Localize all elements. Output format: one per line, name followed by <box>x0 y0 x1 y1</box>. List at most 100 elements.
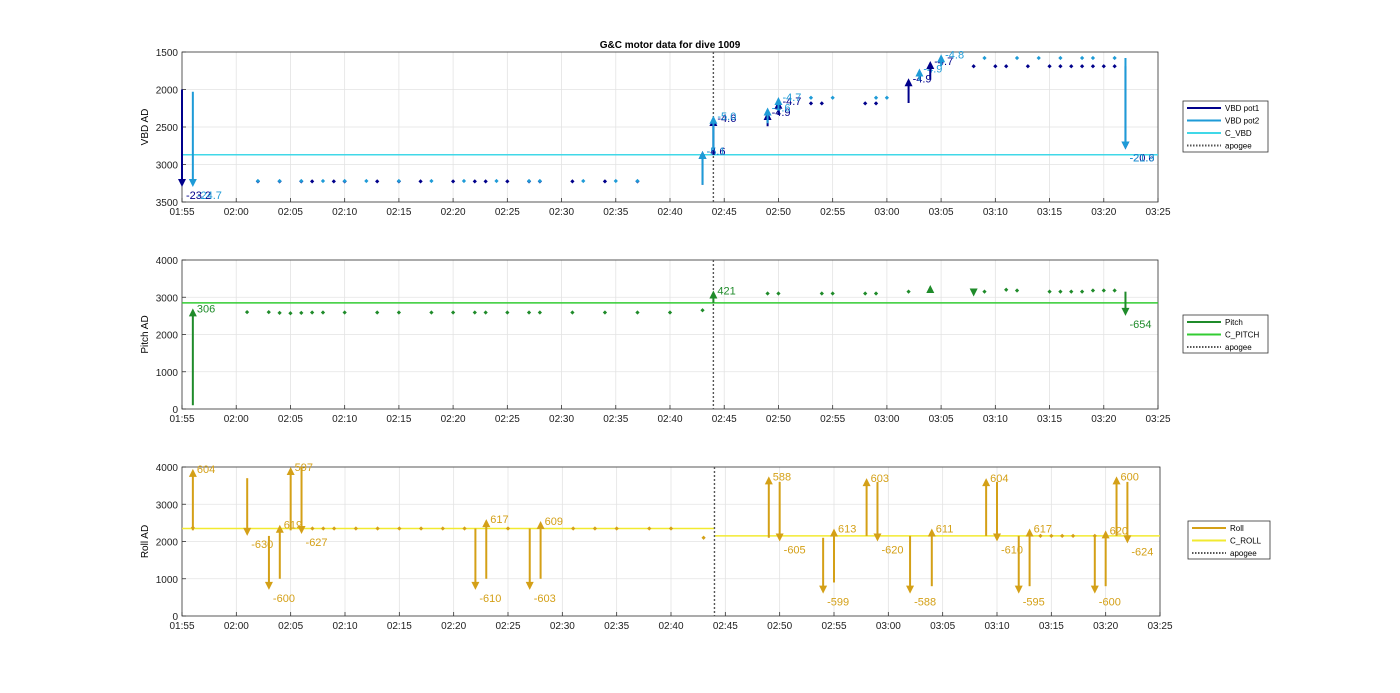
arrow-head <box>275 524 284 533</box>
x-tick-label: 02:40 <box>658 621 683 632</box>
data-point-roll <box>668 526 674 531</box>
arrow-label: -600 <box>273 593 295 605</box>
data-point-roll <box>1038 533 1043 539</box>
x-tick-label: 02:20 <box>441 621 466 632</box>
axes-frame <box>181 259 1159 410</box>
arrow-head <box>264 581 273 590</box>
arrow-head <box>819 585 828 594</box>
y-tick-label: 4000 <box>156 463 179 474</box>
data-point-roll <box>321 526 326 531</box>
data-point-roll <box>1049 533 1054 539</box>
data-point-vbd-pot1 <box>331 179 336 184</box>
x-tick-label: 03:15 <box>1039 621 1064 632</box>
data-point-roll <box>505 526 511 531</box>
arrow-label: -610 <box>1001 545 1023 557</box>
x-tick-label: 03:25 <box>1147 621 1172 632</box>
x-tick-label: 02:50 <box>766 414 791 425</box>
data-point-vbd-pot1 <box>310 179 315 184</box>
arrow-label: 611 <box>936 523 954 535</box>
arrow-head <box>698 151 707 159</box>
data-point-pitch <box>776 291 781 296</box>
panel-3: 01:55 02:00 02:05 02:10 02:15 02:20 02:25 02:30… <box>140 462 1271 632</box>
x-tick-label: 02:25 <box>495 207 520 218</box>
arrow-label: -605 <box>784 545 806 557</box>
arrow-label: 620 <box>1110 525 1128 537</box>
x-tick-label: 02:45 <box>713 621 738 632</box>
arrow-label: -595 <box>1023 597 1045 609</box>
x-tick-label: 02:05 <box>278 207 303 218</box>
data-point-pitch <box>537 310 542 315</box>
arrow-head <box>1112 476 1121 485</box>
data-point-roll <box>332 526 337 531</box>
data-point-vbd-pot2 <box>396 178 402 184</box>
data-point-vbd-pot1 <box>375 179 380 184</box>
data-point-roll <box>701 535 706 540</box>
x-tick-label: 02:15 <box>387 621 412 632</box>
data-point-pitch <box>483 310 488 315</box>
x-tick-label: 02:00 <box>224 207 249 218</box>
arrow-head <box>188 308 197 317</box>
arrow-head <box>873 533 882 542</box>
arrow-label: -630 <box>251 539 273 551</box>
data-point-vbd-pot1 <box>570 179 575 184</box>
arrow-label: -23.2 <box>186 190 211 202</box>
data-point-vbd-pot2 <box>494 178 499 184</box>
arrow-label: 604 <box>197 464 215 476</box>
legend-label: C_ROLL <box>1230 537 1262 546</box>
arrow-label: -5.1 <box>707 146 726 158</box>
x-tick-label: 02:35 <box>603 414 628 425</box>
data-point-pitch <box>1090 288 1096 293</box>
x-tick-label: 03:05 <box>929 414 954 425</box>
data-point-roll <box>592 526 598 531</box>
arrow-label: -654 <box>1129 319 1151 331</box>
arrow-label: 306 <box>197 303 215 315</box>
data-point-vbd-pot2 <box>255 178 261 184</box>
data-point-pitch <box>1014 288 1020 293</box>
legend-box <box>1182 100 1269 153</box>
arrow-head <box>993 533 1001 542</box>
y-axis-label: Pitch AD <box>140 315 151 353</box>
x-tick-label: 02:45 <box>712 207 737 218</box>
data-point-roll <box>571 526 576 531</box>
arrow-label: -610 <box>479 593 501 605</box>
legend-label: Pitch <box>1225 318 1243 327</box>
data-point-pitch <box>505 310 510 315</box>
arrow-head <box>178 179 186 187</box>
x-tick-label: 02:05 <box>278 621 303 632</box>
arrow-head <box>830 528 838 537</box>
arrow-head <box>774 97 783 105</box>
arrow-label: -599 <box>827 597 849 609</box>
arrow-head <box>536 521 545 530</box>
y-tick-label: 2000 <box>156 538 179 549</box>
x-tick-label: 02:20 <box>441 414 466 425</box>
x-tick-label: 02:00 <box>224 414 249 425</box>
data-point-roll <box>397 526 402 531</box>
data-point-pitch <box>320 310 326 315</box>
arrow-label: -620 <box>881 545 903 557</box>
legend-label: apogee <box>1225 142 1252 151</box>
arrow-head <box>763 107 772 116</box>
panel-1: 01:55 02:00 02:05 02:10 02:15 02:20 02:25 02:30… <box>140 48 1269 218</box>
arrow-label: 597 <box>295 462 313 474</box>
data-point-pitch <box>863 291 868 296</box>
x-tick-label: 03:10 <box>984 621 1009 632</box>
arrow-head <box>775 533 784 542</box>
arrow-head <box>927 528 936 537</box>
data-point-pitch <box>310 310 315 315</box>
y-axis-label: Roll AD <box>140 525 151 558</box>
arrow-label: -624 <box>1131 546 1153 558</box>
x-tick-label: 02:15 <box>386 207 411 218</box>
arrow-label: -20.6 <box>1129 153 1154 165</box>
x-tick-label: 02:15 <box>386 414 411 425</box>
data-point-vbd-pot2 <box>537 178 542 184</box>
arrow-head <box>926 284 935 293</box>
arrow-head <box>709 290 718 299</box>
data-point-pitch <box>1004 287 1009 292</box>
y-axis-label: VBD AD <box>140 109 151 146</box>
x-tick-label: 01:55 <box>169 414 194 425</box>
x-tick-label: 02:50 <box>766 207 791 218</box>
data-point-pitch <box>906 289 911 294</box>
